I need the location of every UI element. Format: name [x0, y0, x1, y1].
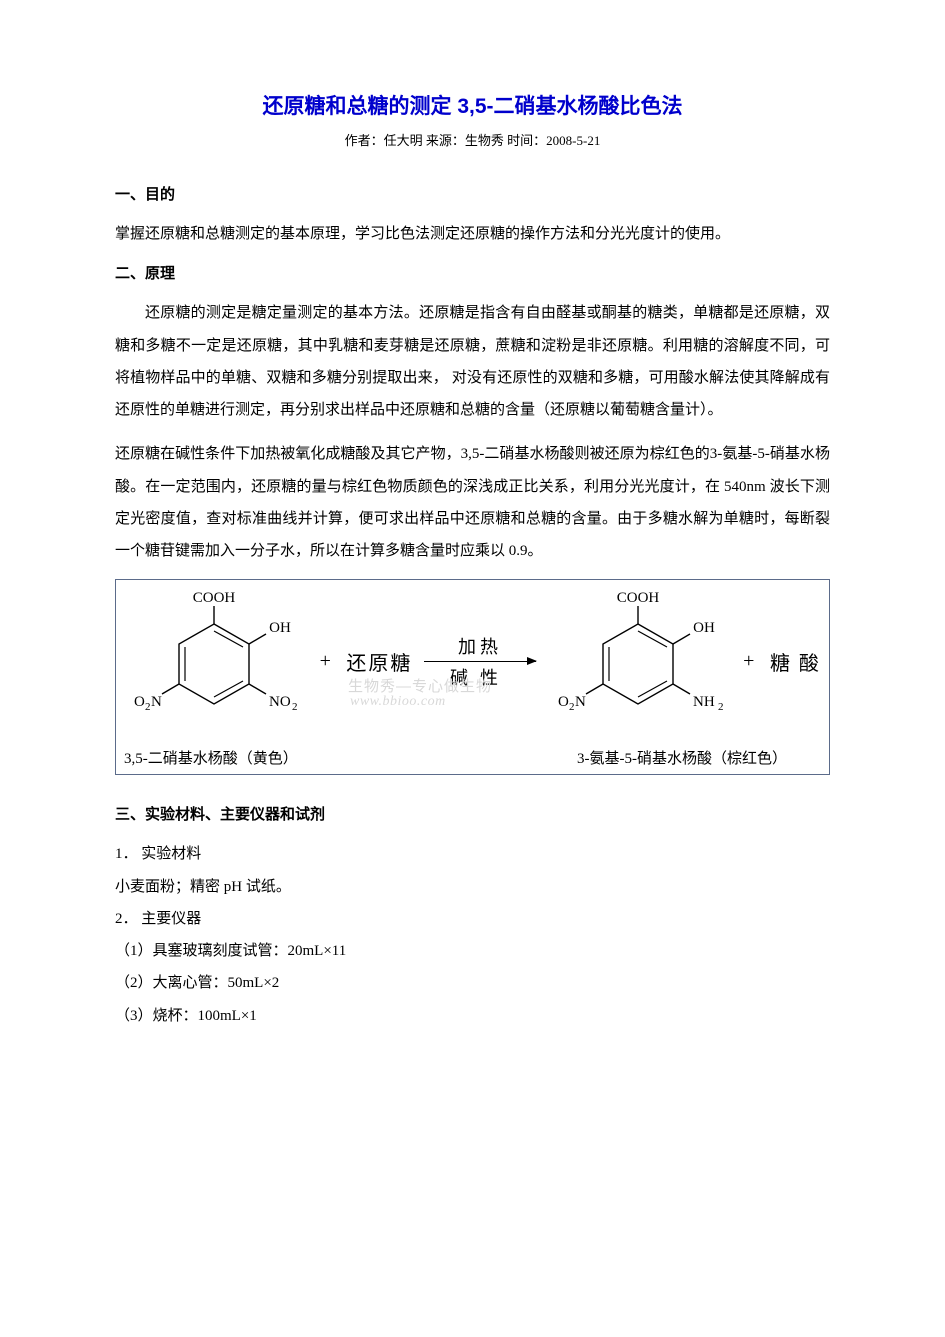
document-page: 还原糖和总糖的测定 3,5-二硝基水杨酸比色法 作者：任大明 来源：生物秀 时间… [0, 0, 945, 1092]
byline: 作者：任大明 来源：生物秀 时间：2008-5-21 [115, 130, 830, 149]
section-heading-2: 二、原理 [115, 262, 830, 283]
product-sugar-acid: 糖 酸 [770, 647, 821, 676]
arrow-line-icon [424, 661, 536, 662]
reaction-row: COOH OH O 2 N NO 2 + 还原糖 加热 [124, 584, 821, 739]
label-o2n-sub: 2 [569, 701, 575, 713]
paragraph: 掌握还原糖和总糖测定的基本原理，学习比色法测定还原糖的操作方法和分光光度计的使用… [115, 218, 830, 250]
paragraph: 还原糖的测定是糖定量测定的基本方法。还原糖是指含有自由醛基或酮基的糖类，单糖都是… [115, 297, 830, 426]
list-item: （1）具塞玻璃刻度试管：20mL×11 [115, 935, 830, 967]
page-title: 还原糖和总糖的测定 3,5-二硝基水杨酸比色法 [115, 90, 830, 120]
caption-left: 3,5-二硝基水杨酸（黄色） [124, 747, 298, 768]
label-cooh: COOH [193, 590, 236, 606]
molecule-svg: COOH OH O 2 N NH 2 [548, 584, 728, 734]
reaction-diagram: COOH OH O 2 N NO 2 + 还原糖 加热 [115, 579, 830, 775]
label-o2n-n: N [151, 694, 162, 710]
list-item: （2）大离心管：50mL×2 [115, 967, 830, 999]
list-item: 小麦面粉；精密 pH 试纸。 [115, 871, 830, 903]
diagram-captions: 3,5-二硝基水杨酸（黄色） 3-氨基-5-硝基水杨酸（棕红色） [124, 747, 821, 768]
label-o2n-o: O [558, 694, 569, 710]
molecule-svg: COOH OH O 2 N NO 2 [124, 584, 304, 734]
label-o2n-o: O [134, 694, 145, 710]
label-o2n-sub: 2 [145, 701, 151, 713]
label-no2-sub: 2 [292, 701, 298, 713]
label-no2: NO [269, 694, 291, 710]
caption-right: 3-氨基-5-硝基水杨酸（棕红色） [577, 747, 787, 768]
label-o2n-n: N [575, 694, 586, 710]
reaction-arrow: 加热 碱性 [424, 633, 536, 690]
label-nh2: NH [693, 694, 715, 710]
section-heading-1: 一、目的 [115, 183, 830, 204]
molecule-dns: COOH OH O 2 N NO 2 [124, 584, 304, 739]
arrow-label-bottom: 碱性 [450, 664, 510, 690]
plus-sign: + [316, 650, 335, 673]
section-heading-3: 三、实验材料、主要仪器和试剂 [115, 803, 830, 824]
arrow-label-top: 加热 [458, 633, 502, 659]
plus-sign: + [739, 650, 758, 673]
molecule-ans: COOH OH O 2 N NH 2 [548, 584, 728, 739]
label-oh: OH [269, 620, 291, 636]
reagent-reducing-sugar: 还原糖 [346, 647, 412, 676]
list-item: （3）烧杯：100mL×1 [115, 1000, 830, 1032]
list-item: 2． 主要仪器 [115, 903, 830, 935]
label-oh: OH [693, 620, 715, 636]
paragraph: 还原糖在碱性条件下加热被氧化成糖酸及其它产物，3,5-二硝基水杨酸则被还原为棕红… [115, 438, 830, 567]
label-cooh: COOH [616, 590, 659, 606]
label-nh2-sub: 2 [718, 701, 724, 713]
list-item: 1． 实验材料 [115, 838, 830, 870]
